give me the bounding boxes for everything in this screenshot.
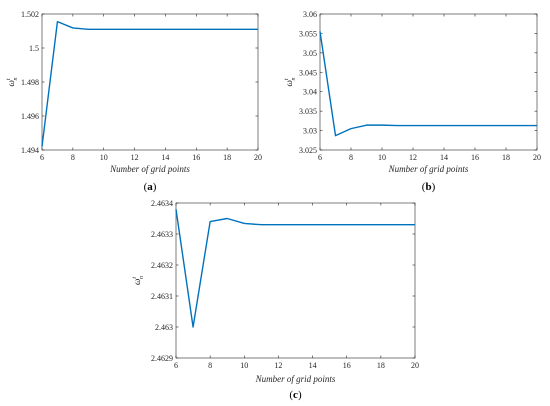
y-axis-symbol: ω bbox=[284, 80, 294, 86]
y-tick-label: 2.4632 bbox=[151, 261, 173, 270]
panel-paren-close: ) bbox=[298, 389, 302, 401]
y-axis-superscript: t bbox=[6, 78, 12, 80]
panel-paren-open: ( bbox=[422, 181, 426, 193]
y-axis-symbol: ω bbox=[6, 80, 16, 86]
y-tick-label: 2.463 bbox=[155, 323, 173, 332]
x-tick-label: 18 bbox=[377, 361, 385, 370]
y-axis-subscript: n bbox=[13, 77, 19, 80]
series-line bbox=[319, 31, 537, 137]
y-tick-label: 1.494 bbox=[21, 146, 39, 155]
x-tick-label: 16 bbox=[471, 153, 479, 162]
y-tick-label: 3.04 bbox=[303, 88, 317, 97]
x-axis-label: Number of grid points bbox=[109, 164, 190, 174]
y-tick-label: 2.4629 bbox=[151, 354, 173, 363]
panel-label: (a) bbox=[144, 181, 157, 193]
y-axis-superscript: t bbox=[132, 277, 138, 279]
y-tick-label: 1.5 bbox=[29, 44, 39, 53]
x-axis-label: Number of grid points bbox=[255, 374, 336, 384]
panel-letter: a bbox=[147, 181, 153, 193]
panel-label: (b) bbox=[422, 181, 436, 193]
plot-frame bbox=[319, 13, 538, 151]
y-tick-label: 3.05 bbox=[303, 49, 317, 58]
panel-letter: b bbox=[425, 181, 431, 193]
x-tick-label: 8 bbox=[208, 361, 212, 370]
y-tick-label: 3.03 bbox=[303, 127, 317, 136]
chart-b: 6 8 10 12 14 16 18 20 3.025 3.03 3.035 3.04 3.045 3.0… bbox=[284, 10, 541, 193]
y-axis-superscript: t bbox=[284, 78, 290, 80]
y-tick-label: 3.025 bbox=[299, 146, 317, 155]
y-tick-label: 3.045 bbox=[299, 68, 317, 77]
x-tick-label: 12 bbox=[409, 153, 417, 162]
x-tick-label: 12 bbox=[274, 361, 282, 370]
x-tick-label: 12 bbox=[131, 153, 139, 162]
x-tick-label: 10 bbox=[100, 153, 108, 162]
y-axis-subscript: n bbox=[139, 276, 145, 279]
plot-frame bbox=[41, 13, 259, 151]
panel-paren-close: ) bbox=[153, 181, 157, 193]
y-tick-label: 3.035 bbox=[299, 107, 317, 116]
y-tick-label: 1.502 bbox=[21, 10, 39, 19]
panel-paren-open: ( bbox=[289, 389, 293, 401]
y-tick-label: 2.4631 bbox=[151, 292, 173, 301]
y-axis-label: ωtn bbox=[6, 77, 19, 86]
x-tick-label: 10 bbox=[240, 361, 248, 370]
y-axis-symbol: ω bbox=[132, 279, 142, 285]
x-tick-label: 20 bbox=[411, 361, 419, 370]
y-axis-label: ωtn bbox=[132, 276, 145, 285]
x-tick-label: 20 bbox=[533, 153, 541, 162]
y-tick-label: 1.498 bbox=[21, 78, 39, 87]
x-tick-label: 8 bbox=[349, 153, 353, 162]
x-tick-label: 6 bbox=[318, 153, 322, 162]
x-tick-label: 16 bbox=[343, 361, 351, 370]
x-tick-label: 6 bbox=[174, 361, 178, 370]
y-tick-label: 1.496 bbox=[21, 112, 39, 121]
plot-frame bbox=[175, 202, 416, 359]
series-line bbox=[41, 20, 258, 147]
chart-c: 6 8 10 12 14 16 18 20 2.4629 2.463 2.4631 2.4632 2.4… bbox=[132, 199, 419, 401]
x-tick-label: 10 bbox=[378, 153, 386, 162]
x-tick-label: 16 bbox=[192, 153, 200, 162]
x-tick-label: 18 bbox=[502, 153, 510, 162]
panel-paren-close: ) bbox=[432, 181, 436, 193]
y-axis-label: ωtn bbox=[284, 77, 297, 86]
series-line bbox=[175, 209, 415, 328]
x-tick-label: 14 bbox=[440, 153, 448, 162]
y-tick-label: 2.4633 bbox=[151, 230, 173, 239]
x-tick-label: 14 bbox=[309, 361, 317, 370]
y-tick-label: 3.06 bbox=[303, 10, 317, 19]
panel-label: (c) bbox=[289, 389, 302, 401]
x-tick-label: 6 bbox=[40, 153, 44, 162]
y-tick-label: 3.055 bbox=[299, 29, 317, 38]
x-axis-label: Number of grid points bbox=[388, 164, 469, 174]
y-tick-label: 2.4634 bbox=[151, 199, 173, 208]
panel-paren-open: ( bbox=[144, 181, 148, 193]
x-tick-label: 18 bbox=[223, 153, 231, 162]
x-tick-label: 8 bbox=[71, 153, 75, 162]
chart-a: 6 8 10 12 14 16 18 20 1.494 1.496 1.498 1.5 1.502 Num… bbox=[6, 10, 262, 193]
x-tick-label: 14 bbox=[161, 153, 169, 162]
x-tick-label: 20 bbox=[254, 153, 262, 162]
y-axis-subscript: n bbox=[291, 77, 297, 80]
panel-letter: c bbox=[293, 389, 298, 401]
